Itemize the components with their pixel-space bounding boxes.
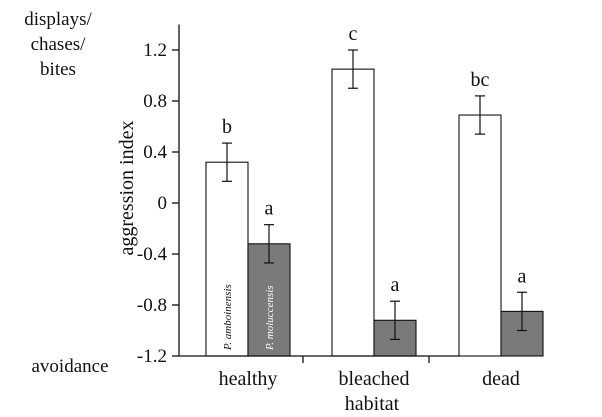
x-tick-label: bleached [338, 368, 409, 390]
x-axis-title: habitat [345, 393, 400, 415]
significance-letter: bc [471, 69, 490, 91]
y-axis-title: aggression index [116, 121, 138, 256]
y-tick-label: -0.8 [137, 295, 167, 316]
bar [205, 161, 249, 357]
side-labels: displays/chases/bites avoidance [24, 9, 108, 377]
y-tick-label: -1.2 [137, 346, 167, 367]
x-tick-label: healthy [219, 368, 278, 390]
bottom-label: avoidance [31, 356, 108, 377]
significance-letter: c [349, 23, 358, 45]
significance-letter: b [222, 116, 232, 138]
x-axis: healthy bleached dead [179, 355, 520, 390]
y-tick-label: 0.4 [143, 142, 167, 163]
bar-series-label: P. moluccensis [264, 285, 276, 351]
y-axis: 1.2 0.8 0.4 0 -0.4 -0.8 -1.2 [137, 24, 180, 367]
bar [331, 68, 375, 357]
y-tick-label: -0.4 [137, 244, 168, 265]
y-tick-label: 0.8 [143, 91, 167, 112]
y-tick-label: 1.2 [143, 40, 167, 61]
top-label: displays/chases/bites [24, 9, 92, 80]
bar [458, 114, 502, 357]
bar-series-label: P. amboinensis [222, 284, 234, 351]
significance-letter: a [518, 265, 527, 287]
significance-letter: a [391, 274, 400, 296]
x-tick-label: dead [482, 368, 520, 390]
significance-letter: a [265, 198, 274, 220]
y-tick-label: 0 [158, 193, 168, 214]
